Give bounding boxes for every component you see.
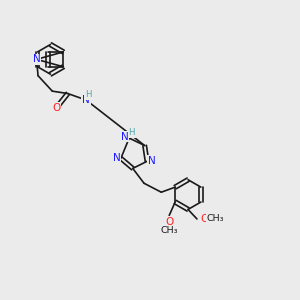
Text: N: N (121, 132, 129, 142)
Text: H: H (85, 90, 91, 99)
Text: O: O (52, 103, 61, 113)
Text: O: O (200, 214, 208, 224)
Text: N: N (33, 54, 41, 64)
Text: N: N (82, 95, 90, 105)
Text: CH₃: CH₃ (207, 214, 224, 224)
Text: CH₃: CH₃ (160, 226, 178, 235)
Text: N: N (112, 153, 120, 163)
Text: N: N (148, 156, 155, 166)
Text: O: O (165, 217, 173, 227)
Text: H: H (128, 128, 135, 137)
